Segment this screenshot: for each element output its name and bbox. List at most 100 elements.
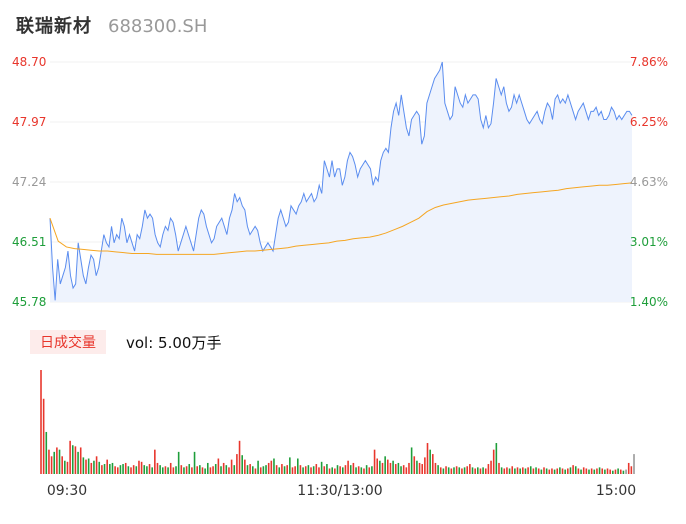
volume-bar [159,465,161,474]
volume-bar [225,465,228,474]
volume-bar [61,456,63,474]
volume-bar [58,449,61,474]
volume-bar [514,468,516,474]
volume-bar [206,462,209,474]
volume-bar [511,466,514,474]
volume-bar [304,466,307,474]
volume-bar [596,468,598,474]
volume-bar [183,467,185,474]
volume-bar [199,465,201,474]
volume-bar [132,465,135,474]
volume-bar [82,457,85,474]
volume-bar [371,466,373,474]
volume-bar [140,461,143,474]
volume-bar [548,469,551,474]
volume-bar [619,469,622,474]
volume-bar [394,464,397,474]
volume-bar [545,468,548,474]
volume-tab[interactable]: 日成交量 [30,330,106,354]
price-area-fill [50,62,632,302]
volume-bar [122,464,124,474]
volume-bar [339,466,341,474]
volume-bar [347,460,349,474]
volume-bar [495,443,498,474]
volume-bar [307,465,310,474]
y-tick-label-right: 1.40% [630,295,668,309]
volume-bar [426,443,429,474]
volume-bar [453,467,455,474]
volume-bar [336,465,339,474]
volume-bar [627,462,630,474]
volume-bar [535,467,537,474]
volume-bar [64,460,66,474]
volume-bar [622,470,625,474]
volume-bar [447,467,450,474]
volume-bar [87,458,90,474]
x-tick-label: 11:30/13:00 [297,483,382,499]
volume-bar [101,465,103,474]
volume-bar [318,467,320,474]
volume-bar [389,462,392,474]
volume-bar [522,467,524,474]
volume-bar [593,469,596,474]
volume-bar [244,459,246,474]
volume-bar [119,465,122,474]
y-tick-label-left: 45.78 [12,295,46,309]
volume-bar [265,465,267,474]
volume-bar [598,467,601,474]
x-tick-label: 09:30 [47,483,87,499]
volume-bar [273,458,275,474]
volume-bar [246,465,249,474]
volume-bar [601,468,604,474]
volume-bar [294,466,296,474]
volume-bar [164,466,167,474]
y-tick-label-right: 4.63% [630,175,668,189]
volume-bar [180,465,183,474]
volume-bar [40,370,42,474]
volume-bar [320,461,323,474]
volume-bar [432,454,434,474]
volume-bar [368,467,371,474]
y-tick-label-right: 6.25% [630,115,668,129]
volume-bar [48,449,50,474]
volume-bar [397,462,400,474]
volume-bar [77,451,79,474]
average-price-line [49,182,633,255]
volume-bar [297,458,299,474]
volume-bar [254,468,257,474]
volume-label: vol: 5.00万手 [126,333,222,352]
volume-bar [455,466,458,474]
volume-bar [466,466,469,474]
volume-bar [251,466,254,474]
volume-bar [106,459,108,474]
volume-bars [40,370,635,474]
volume-bar [429,449,431,474]
volume-bar [124,462,127,474]
volume-bar [331,467,333,474]
volume-bar [328,468,331,474]
y-tick-label-right: 3.01% [630,235,668,249]
volume-bar [604,469,606,474]
volume-bar [410,447,413,474]
volume-bar [352,462,355,474]
volume-bar [267,462,270,474]
volume-bar [442,468,445,474]
price-line [49,61,633,301]
volume-bar [299,465,302,474]
volume-bar [482,467,484,474]
volume-bar [519,468,521,474]
volume-bar [212,466,214,474]
volume-bar [355,467,357,474]
volume-bar [490,460,492,474]
volume-bar [193,451,196,474]
volume-bar [50,456,53,474]
volume-bar [564,469,566,474]
volume-bar [405,467,408,474]
volume-bar [323,466,326,474]
volume-bar [492,449,495,474]
volume-bar [249,464,251,474]
volume-bar [69,440,71,474]
volume-bar [365,465,368,474]
volume-bar [556,468,559,474]
volume-bar [146,466,148,474]
